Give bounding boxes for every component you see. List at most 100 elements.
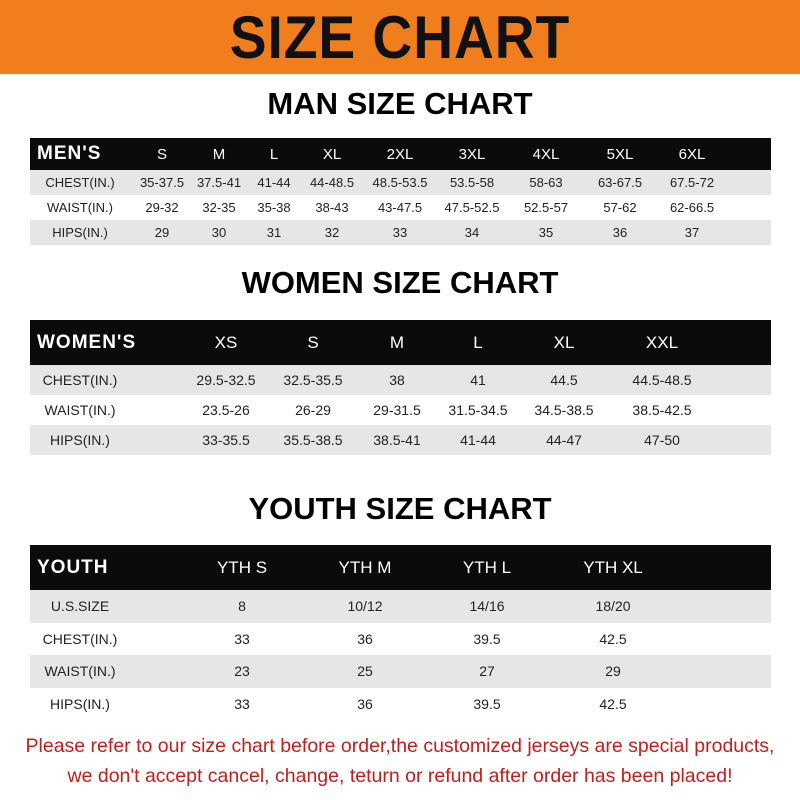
table-cell: 39.5 bbox=[473, 630, 501, 647]
table-cell: 41-44 bbox=[257, 175, 291, 190]
men-title: MAN SIZE CHART bbox=[267, 86, 533, 121]
table-cell: 32-35 bbox=[202, 200, 236, 215]
table-cell: 36 bbox=[357, 695, 373, 712]
size-column-header: XS bbox=[214, 332, 238, 352]
table-cell: 25 bbox=[357, 663, 373, 680]
table-cell: 36 bbox=[357, 630, 373, 647]
table-cell: 44-48.5 bbox=[309, 175, 355, 190]
size-column-header: M bbox=[389, 332, 405, 352]
row-label: WAIST(IN.) bbox=[44, 663, 116, 680]
table-header-row: MEN'S S M L XL 2XL 3XL 4XL 5XL 6XL bbox=[30, 138, 771, 170]
table-row: U.S.SIZE 8 10/12 14/16 18/20 bbox=[30, 590, 771, 623]
footer-notice-line-2: we don't accept cancel, change, teturn o… bbox=[67, 765, 733, 787]
table-header-row: YOUTH YTH S YTH M YTH L YTH XL bbox=[30, 545, 771, 590]
size-column-header: S bbox=[156, 145, 168, 163]
table-cell: 38 bbox=[389, 372, 405, 388]
table-cell: 29-31.5 bbox=[373, 402, 421, 418]
banner-title: SIZE CHART bbox=[229, 3, 571, 71]
table-cell: 35-37.5 bbox=[139, 175, 185, 190]
table-cell: 44-47 bbox=[546, 432, 582, 448]
table-cell: 18/20 bbox=[595, 598, 631, 615]
table-cell: 63-67.5 bbox=[597, 175, 643, 190]
size-column-header: YTH M bbox=[338, 557, 392, 577]
size-column-header: YTH S bbox=[216, 557, 268, 577]
table-cell: 47-50 bbox=[644, 432, 680, 448]
table-cell: 23 bbox=[234, 663, 250, 680]
size-column-header: YTH L bbox=[462, 557, 512, 577]
table-cell: 33-35.5 bbox=[202, 432, 250, 448]
table-row: WAIST(IN.) 23 25 27 29 bbox=[30, 655, 771, 688]
table-cell: 48.5-53.5 bbox=[372, 175, 428, 190]
table-row: CHEST(IN.) 29.5-32.5 32.5-35.5 38 41 44.5 44.5… bbox=[30, 365, 771, 395]
table-cell: 27 bbox=[479, 663, 495, 680]
table-cell: 57-62 bbox=[603, 200, 637, 215]
table-cell: 31.5-34.5 bbox=[448, 402, 508, 418]
table-cell: 38-43 bbox=[315, 200, 349, 215]
table-row: CHEST(IN.) 33 36 39.5 42.5 bbox=[30, 623, 771, 656]
size-column-header: YTH XL bbox=[583, 557, 643, 577]
table-cell: 44.5 bbox=[550, 372, 578, 388]
table-cell: 29 bbox=[154, 225, 170, 240]
table-cell: 42.5 bbox=[599, 695, 627, 712]
table-row: WAIST(IN.) 29-32 32-35 35-38 38-43 43-47.5 47.… bbox=[30, 195, 771, 220]
table-cell: 39.5 bbox=[473, 695, 501, 712]
table-cell: 31 bbox=[266, 225, 282, 240]
row-label: WAIST(IN.) bbox=[47, 200, 113, 215]
table-cell: 36 bbox=[612, 225, 628, 240]
table-cell: 42.5 bbox=[599, 630, 627, 647]
table-cell: 37.5-41 bbox=[196, 175, 242, 190]
table-cell: 29 bbox=[605, 663, 621, 680]
table-row: WAIST(IN.) 23.5-26 26-29 29-31.5 31.5-34.5 34… bbox=[30, 395, 771, 425]
table-cell: 34.5-38.5 bbox=[534, 402, 594, 418]
table-cell: 8 bbox=[238, 598, 246, 615]
size-column-header: 4XL bbox=[532, 145, 560, 163]
row-label: U.S.SIZE bbox=[50, 598, 110, 615]
table-header-row: WOMEN'S XS S M L XL XXL bbox=[30, 320, 771, 365]
table-cell: 62-66.5 bbox=[669, 200, 715, 215]
table-cell: 67.5-72 bbox=[669, 175, 715, 190]
table-cell: 26-29 bbox=[295, 402, 331, 418]
table-corner-label: WOMEN'S bbox=[37, 331, 137, 353]
size-column-header: 5XL bbox=[606, 145, 634, 163]
table-cell: 44.5-48.5 bbox=[632, 372, 692, 388]
table-cell: 38.5-41 bbox=[373, 432, 421, 448]
size-column-header: 6XL bbox=[678, 145, 706, 163]
size-column-header: 2XL bbox=[386, 145, 414, 163]
table-cell: 33 bbox=[234, 630, 250, 647]
table-cell: 10/12 bbox=[347, 598, 383, 615]
row-label: HIPS(IN.) bbox=[50, 695, 110, 712]
table-cell: 33 bbox=[392, 225, 408, 240]
row-label: CHEST(IN.) bbox=[42, 630, 118, 647]
size-column-header: 3XL bbox=[458, 145, 486, 163]
table-cell: 33 bbox=[234, 695, 250, 712]
table-cell: 32 bbox=[324, 225, 340, 240]
size-column-header: M bbox=[212, 145, 226, 163]
row-label: CHEST(IN.) bbox=[42, 372, 118, 388]
table-cell: 32.5-35.5 bbox=[283, 372, 343, 388]
table-corner-label: MEN'S bbox=[37, 143, 102, 164]
table-cell: 29-32 bbox=[145, 200, 179, 215]
table-cell: 35 bbox=[538, 225, 554, 240]
youth-title: YOUTH SIZE CHART bbox=[248, 491, 552, 526]
table-cell: 38.5-42.5 bbox=[632, 402, 692, 418]
table-cell: 41-44 bbox=[460, 432, 496, 448]
table-cell: 41 bbox=[470, 372, 486, 388]
table-cell: 53.5-58 bbox=[449, 175, 495, 190]
table-cell: 37 bbox=[684, 225, 700, 240]
table-cell: 29.5-32.5 bbox=[196, 372, 256, 388]
table-cell: 23.5-26 bbox=[202, 402, 250, 418]
table-cell: 35.5-38.5 bbox=[283, 432, 343, 448]
size-column-header: L bbox=[473, 332, 483, 352]
row-label: HIPS(IN.) bbox=[50, 432, 110, 448]
table-cell: 47.5-52.5 bbox=[444, 200, 500, 215]
size-column-header: L bbox=[269, 145, 279, 163]
size-column-header: XXL bbox=[645, 332, 679, 352]
table-cell: 35-38 bbox=[257, 200, 291, 215]
table-cell: 43-47.5 bbox=[377, 200, 423, 215]
row-label: HIPS(IN.) bbox=[52, 225, 108, 240]
row-label: WAIST(IN.) bbox=[44, 402, 116, 418]
size-column-header: XL bbox=[553, 332, 575, 352]
table-row: HIPS(IN.) 29 30 31 32 33 34 35 36 37 bbox=[30, 220, 771, 245]
size-column-header: XL bbox=[322, 145, 342, 163]
table-cell: 34 bbox=[464, 225, 480, 240]
